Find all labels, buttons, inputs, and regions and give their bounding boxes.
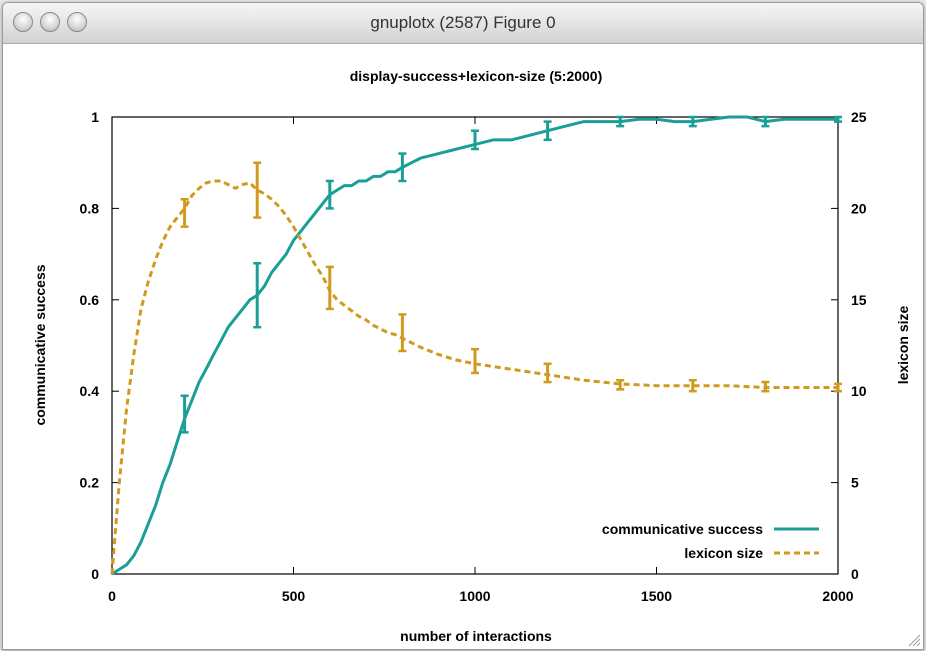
y-tick-label: 0.2 bbox=[80, 475, 100, 491]
y2-tick-label: 5 bbox=[851, 475, 859, 491]
y-tick-label: 1 bbox=[91, 109, 99, 125]
plot-frame bbox=[112, 117, 838, 574]
legend: communicative success lexicon size bbox=[602, 521, 819, 561]
y2-tick-label: 25 bbox=[851, 109, 867, 125]
series-line-lexicon bbox=[112, 181, 838, 574]
y2-tick-label: 20 bbox=[851, 200, 867, 216]
x-tick-label: 2000 bbox=[822, 588, 853, 604]
y-tick-label: 0.4 bbox=[80, 383, 100, 399]
y-tick-label: 0.6 bbox=[80, 292, 100, 308]
y2-tick-label: 10 bbox=[851, 383, 867, 399]
y2-axis-label: lexicon size bbox=[895, 305, 911, 384]
x-axis-label: number of interactions bbox=[400, 628, 552, 644]
window-title: gnuplotx (2587) Figure 0 bbox=[3, 13, 923, 33]
y-tick-label: 0 bbox=[91, 566, 99, 582]
series-line-success bbox=[112, 117, 838, 574]
x-tick-label: 0 bbox=[108, 588, 116, 604]
resize-grip-icon[interactable] bbox=[907, 633, 921, 647]
y-tick-label: 0.8 bbox=[80, 200, 100, 216]
y2-tick-label: 0 bbox=[851, 566, 859, 582]
title-bar[interactable]: gnuplotx (2587) Figure 0 bbox=[3, 3, 923, 44]
chart: display-success+lexicon-size (5:2000) nu… bbox=[3, 43, 923, 649]
chart-title: display-success+lexicon-size (5:2000) bbox=[350, 68, 603, 84]
y-axis-label: communicative success bbox=[32, 264, 48, 425]
y2-tick-label: 15 bbox=[851, 292, 867, 308]
legend-label-lexicon: lexicon size bbox=[684, 545, 763, 561]
x-tick-label: 1500 bbox=[641, 588, 672, 604]
legend-label-success: communicative success bbox=[602, 521, 763, 537]
x-tick-label: 500 bbox=[282, 588, 306, 604]
x-tick-label: 1000 bbox=[459, 588, 490, 604]
